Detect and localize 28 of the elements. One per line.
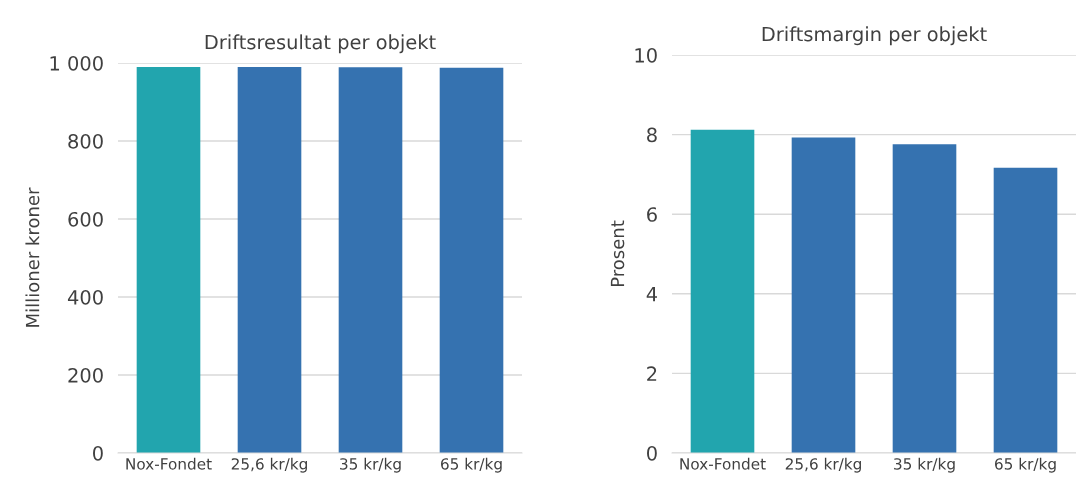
y-tick-label: 800	[68, 133, 103, 149]
x-tick-label: 25,6 kr/kg	[785, 457, 861, 473]
y-tick-label: 4	[646, 287, 658, 302]
y-tick-label: 200	[68, 367, 103, 383]
y-tick-label: 6	[647, 207, 657, 222]
x-tick-label: Nox-Fondet	[126, 457, 212, 470]
x-tick-label: 25,6 kr/kg	[231, 457, 307, 473]
y-tick-label: 0	[93, 445, 103, 461]
x-tick-label: Nox-Fondet	[680, 457, 766, 470]
bar	[690, 129, 755, 453]
bar	[892, 144, 957, 453]
x-tick-label: 35 kr/kg	[894, 457, 955, 473]
y-tick-label: 0	[647, 445, 657, 461]
x-tick-label: 65 kr/kg	[995, 457, 1056, 473]
bar	[993, 167, 1058, 453]
y-tick-label: 1 000	[50, 55, 103, 71]
y-tick-label: 10	[635, 47, 657, 63]
y-axis-title: Millioner kroner	[25, 187, 40, 327]
chart-title: Driftsresultat per objekt	[205, 34, 436, 54]
y-tick-label: 8	[647, 127, 657, 143]
y-axis-title: Prosent	[610, 220, 625, 287]
y-tick-label: 400	[67, 289, 103, 305]
x-tick-label: 65 kr/kg	[441, 457, 502, 473]
y-tick-label: 600	[68, 211, 103, 227]
y-tick-label: 2	[647, 366, 657, 381]
chart-title: Driftsmargin per objekt	[762, 26, 987, 46]
x-tick-label: 35 kr/kg	[340, 457, 401, 473]
bar	[791, 137, 856, 453]
